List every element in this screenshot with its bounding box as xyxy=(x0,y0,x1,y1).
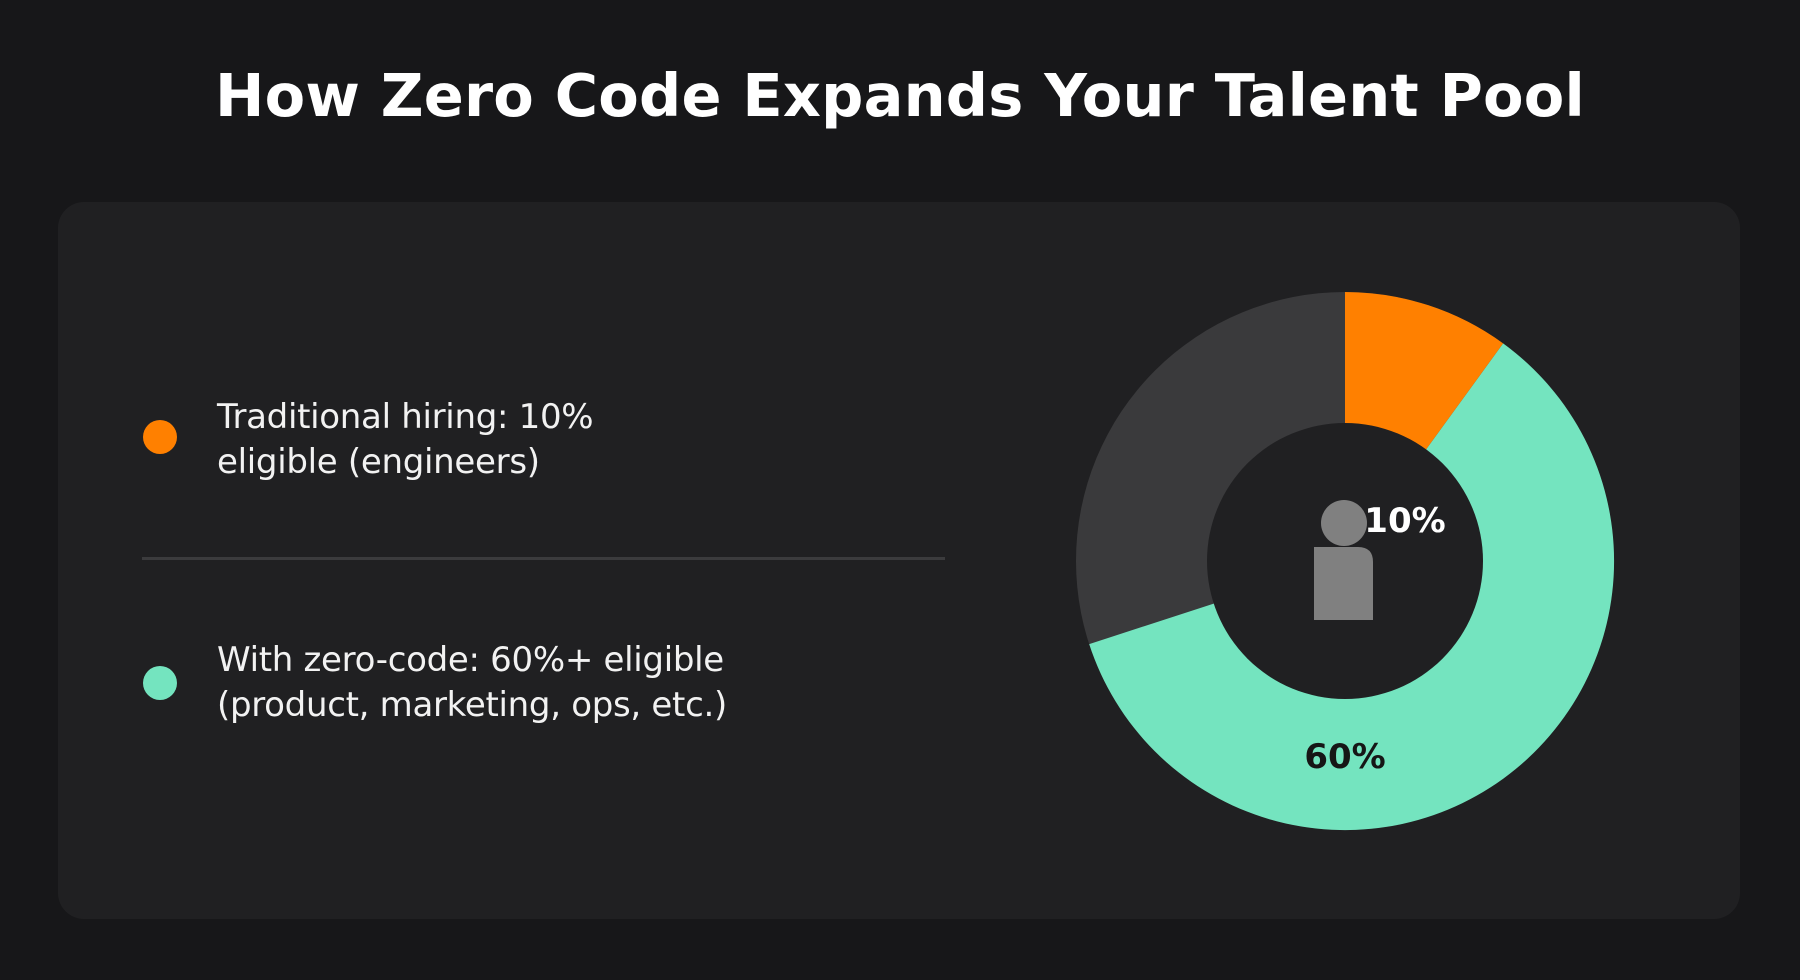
person-icon xyxy=(1314,500,1373,620)
legend-text-zero-code: With zero-code: 60%+ eligible (product, … xyxy=(217,638,727,728)
legend-text-traditional: Traditional hiring: 10% eligible (engine… xyxy=(217,395,594,485)
label-orange-pct: 10% xyxy=(1364,501,1445,541)
legend-line: (product, marketing, ops, etc.) xyxy=(217,685,727,725)
legend-dot-teal xyxy=(143,666,177,700)
label-teal-pct: 60% xyxy=(1304,737,1385,777)
legend-divider xyxy=(142,557,945,560)
legend-dot-orange xyxy=(143,420,177,454)
donut-chart: 10% 60% xyxy=(1076,292,1615,831)
legend-line: eligible (engineers) xyxy=(217,442,540,482)
page-title: How Zero Code Expands Your Talent Pool xyxy=(215,61,1585,130)
legend-line: With zero-code: 60%+ eligible xyxy=(217,640,724,680)
legend-line: Traditional hiring: 10% xyxy=(217,397,594,437)
chart-card: Traditional hiring: 10% eligible (engine… xyxy=(58,202,1740,919)
